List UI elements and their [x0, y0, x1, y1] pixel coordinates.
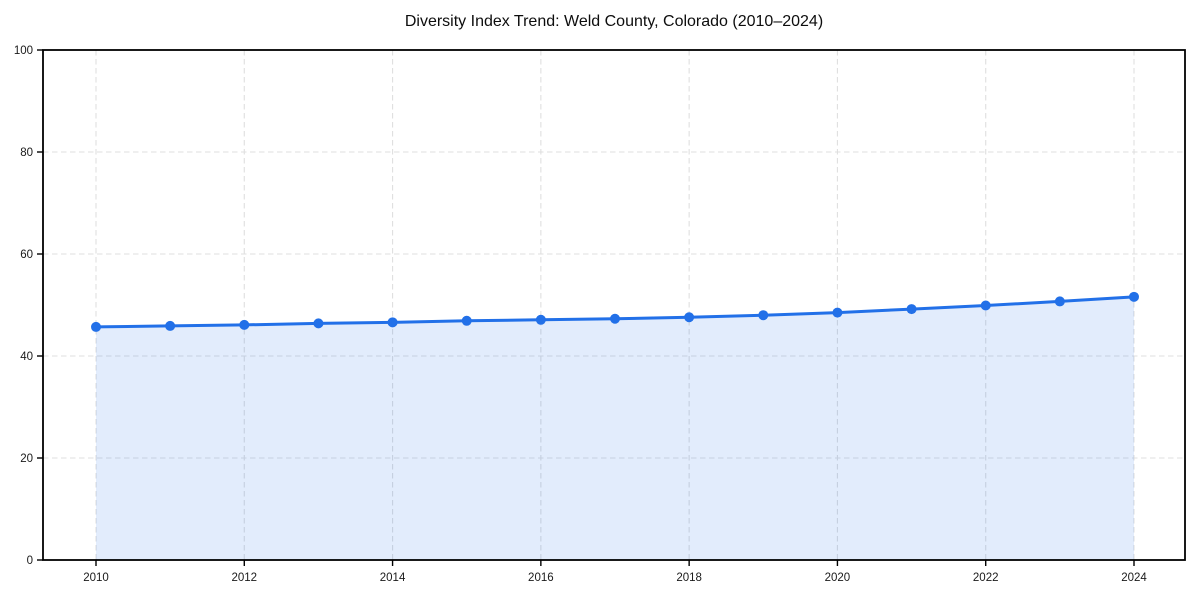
y-tick-label: 60 — [20, 249, 33, 261]
area-fill — [96, 296, 1134, 560]
y-tick-label: 80 — [20, 147, 33, 159]
data-point — [610, 313, 620, 324]
data-point — [1129, 291, 1139, 302]
x-tick-label: 2018 — [676, 572, 702, 584]
x-tick-label: 2014 — [380, 572, 406, 584]
data-point — [461, 315, 472, 326]
data-point — [535, 314, 546, 325]
x-tick-label: 2022 — [973, 572, 999, 584]
data-point — [906, 304, 917, 315]
data-point — [165, 320, 176, 331]
data-point — [684, 312, 695, 323]
chart-title: Diversity Index Trend: Weld County, Colo… — [404, 13, 824, 30]
data-point — [91, 321, 101, 332]
data-point — [1054, 296, 1065, 307]
data-point — [387, 317, 398, 328]
x-tick-label: 2012 — [231, 572, 257, 584]
plot-frame — [42, 49, 1186, 561]
data-point — [758, 310, 769, 321]
y-tick-label: 100 — [14, 45, 33, 57]
y-tick-label: 0 — [27, 555, 33, 567]
data-point — [980, 300, 991, 311]
x-tick-label: 2010 — [83, 572, 109, 584]
data-point — [239, 319, 250, 330]
x-tick-label: 2024 — [1121, 572, 1147, 584]
y-tick-label: 40 — [20, 351, 33, 363]
x-tick-label: 2020 — [825, 572, 851, 584]
data-point — [832, 307, 843, 318]
data-point — [313, 318, 324, 329]
y-tick-label: 20 — [20, 453, 33, 465]
x-tick-label: 2016 — [528, 572, 554, 584]
